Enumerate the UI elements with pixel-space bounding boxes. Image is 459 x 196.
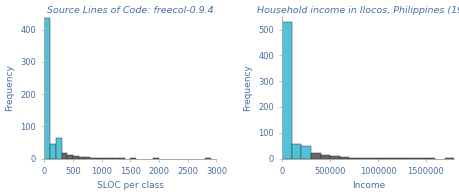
Bar	[107, 158, 113, 159]
Bar	[406, 158, 415, 159]
Bar	[320, 155, 330, 159]
X-axis label: SLOC per class: SLOC per class	[97, 181, 163, 191]
Bar	[44, 18, 50, 159]
Bar	[113, 158, 118, 159]
Bar	[96, 158, 101, 159]
Title: Household income in Ilocos, Philippines (1998): Household income in Ilocos, Philippines …	[257, 5, 459, 15]
Bar	[282, 22, 291, 159]
Y-axis label: Frequency: Frequency	[6, 64, 15, 111]
Title: Source Lines of Code: freecol-0.9.4: Source Lines of Code: freecol-0.9.4	[47, 5, 213, 15]
Bar	[425, 158, 434, 159]
Bar	[415, 158, 425, 159]
Bar	[118, 158, 124, 159]
Bar	[56, 138, 62, 159]
Bar	[67, 155, 73, 159]
Bar	[62, 153, 67, 159]
Bar	[101, 158, 107, 159]
Bar	[386, 158, 396, 159]
Bar	[90, 158, 96, 159]
Bar	[396, 158, 406, 159]
Bar	[84, 157, 90, 159]
Bar	[444, 158, 453, 159]
Bar	[153, 158, 159, 159]
X-axis label: Income: Income	[351, 181, 384, 191]
Bar	[50, 144, 56, 159]
Bar	[358, 158, 368, 159]
Bar	[291, 144, 301, 159]
Bar	[330, 156, 339, 159]
Bar	[339, 157, 348, 159]
Y-axis label: Frequency: Frequency	[243, 64, 252, 111]
Bar	[377, 158, 386, 159]
Bar	[348, 158, 358, 159]
Bar	[301, 146, 310, 159]
Bar	[78, 157, 84, 159]
Bar	[130, 158, 136, 159]
Bar	[73, 156, 78, 159]
Bar	[368, 158, 377, 159]
Bar	[204, 158, 210, 159]
Bar	[310, 153, 320, 159]
